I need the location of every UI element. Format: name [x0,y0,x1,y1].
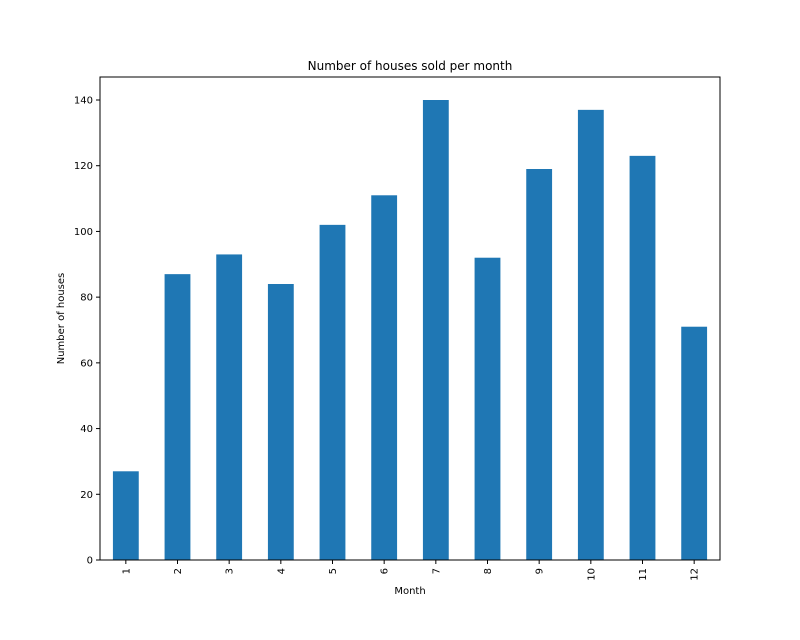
x-tick-label: 5 [328,568,339,574]
x-tick-label: 9 [535,568,546,574]
bar-month-6 [371,195,398,561]
x-axis-label: Month [394,586,425,597]
y-tick-label: 60 [80,358,93,369]
bars-group [112,100,708,561]
bar-month-9 [526,169,553,560]
y-tick-label: 80 [80,293,93,304]
x-tick-label: 1 [121,568,132,574]
plot-frame [99,76,721,561]
y-tick-label: 100 [74,227,93,238]
x-tick-label: 7 [431,568,442,574]
x-tick-label: 11 [638,568,649,581]
chart-title: Number of houses sold per month [308,59,513,73]
bar-month-1 [112,471,139,560]
bar-month-7 [422,100,449,560]
x-tick-label: 3 [225,568,236,574]
bar-month-8 [474,257,501,560]
bar-month-10 [577,109,604,561]
y-tick-label: 0 [87,556,93,567]
y-tick-label: 20 [80,490,93,501]
x-tick-label: 12 [690,568,701,581]
bar-month-12 [681,326,708,560]
y-tick-label: 120 [74,161,93,172]
x-tick-label: 6 [380,568,391,574]
bar-month-5 [319,224,346,561]
bar-month-4 [267,284,294,560]
x-axis-ticks: 1 2 3 4 5 6 7 8 9 10 11 12 [121,560,701,581]
y-axis-ticks: 0 20 40 60 80 100 120 140 [74,96,100,567]
x-tick-label: 4 [276,568,287,574]
bar-month-11 [629,155,656,561]
bar-month-3 [216,254,243,560]
x-tick-label: 10 [586,568,597,581]
x-tick-label: 2 [173,568,184,574]
bar-month-2 [164,274,191,560]
y-tick-label: 140 [74,96,93,107]
y-tick-label: 40 [80,424,93,435]
x-tick-label: 8 [483,568,494,574]
y-axis-label: Number of houses [56,273,67,365]
